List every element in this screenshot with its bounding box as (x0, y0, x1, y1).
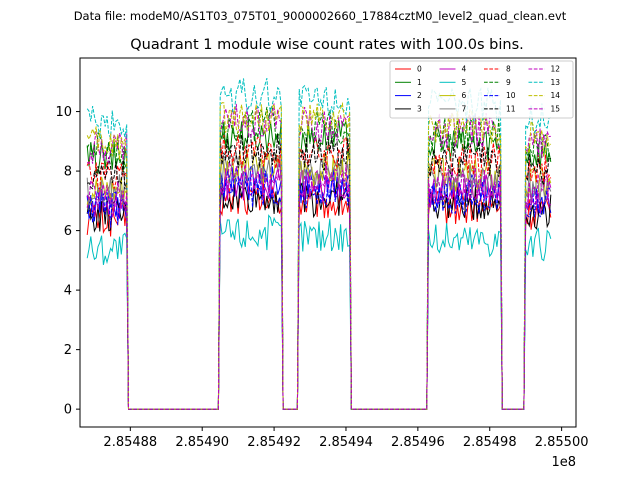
legend-label-7: 7 (462, 104, 467, 113)
legend-label-2: 2 (417, 91, 422, 100)
legend-label-14: 14 (551, 91, 561, 100)
x-axis: 2.85488 2.85490 2.85492 2.85494 2.85496 2.854… (103, 427, 589, 450)
x-tick-label: 2.85488 (103, 435, 157, 450)
x-tick-label: 2.85492 (247, 435, 301, 450)
x-tick-label: 2.85500 (535, 435, 589, 450)
legend-label-11: 11 (506, 104, 516, 113)
x-tick-label: 2.85496 (391, 435, 445, 450)
legend-label-12: 12 (551, 65, 561, 74)
legend-label-1: 1 (417, 78, 422, 87)
legend-label-3: 3 (417, 104, 422, 113)
legend-label-5: 5 (462, 78, 467, 87)
series-line-15 (86, 162, 552, 410)
y-tick-label: 2 (64, 343, 72, 358)
y-tick-label: 8 (64, 165, 72, 180)
legend-label-13: 13 (551, 78, 561, 87)
legend-label-0: 0 (417, 65, 422, 74)
legend-label-15: 15 (551, 104, 561, 113)
legend-label-4: 4 (462, 65, 467, 74)
x-tick-label: 2.85494 (319, 435, 373, 450)
y-tick-label: 4 (64, 284, 72, 299)
legend-label-6: 6 (462, 91, 467, 100)
y-axis: 0 2 4 6 8 10 (55, 105, 80, 418)
y-tick-label: 6 (64, 224, 72, 239)
x-tick-label: 2.85490 (175, 435, 229, 450)
y-tick-label: 10 (55, 105, 72, 120)
figure-suptitle: Data file: modeM0/AS1T03_075T01_90000026… (74, 9, 567, 23)
legend-label-8: 8 (506, 65, 511, 74)
x-axis-offset-label: 1e8 (551, 455, 576, 470)
plot-area (79, 57, 577, 428)
series-layer (86, 77, 552, 410)
legend-label-10: 10 (506, 91, 516, 100)
legend-box (389, 60, 574, 119)
chart-title: Quadrant 1 module wise count rates with … (130, 37, 524, 53)
x-tick-label: 2.85498 (463, 435, 517, 450)
legend-label-9: 9 (506, 78, 511, 87)
y-tick-label: 0 (64, 403, 72, 418)
series-line-14 (86, 101, 552, 410)
